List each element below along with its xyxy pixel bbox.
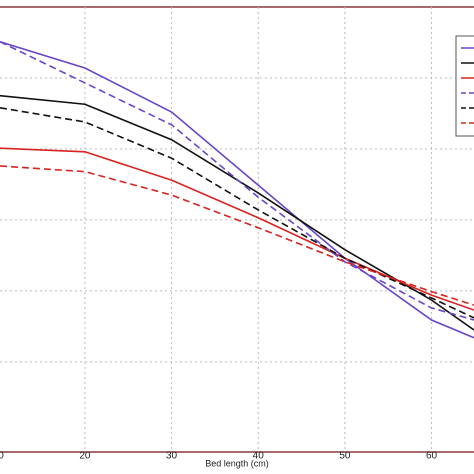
x-tick-label: 30	[166, 451, 178, 462]
x-tick-label: 40	[253, 451, 265, 462]
legend-box	[455, 35, 474, 137]
series-line	[0, 41, 474, 321]
series-line	[0, 41, 474, 339]
series-line	[0, 94, 474, 331]
x-tick-label: 20	[79, 451, 91, 462]
series-line	[0, 147, 474, 311]
x-tick-label: 60	[426, 451, 438, 462]
series-line	[0, 165, 474, 306]
x-tick-label: 50	[339, 451, 351, 462]
x-tick-label: 10	[0, 451, 4, 462]
x-axis-label: Bed length (cm)	[205, 458, 269, 468]
series-line	[0, 106, 474, 319]
